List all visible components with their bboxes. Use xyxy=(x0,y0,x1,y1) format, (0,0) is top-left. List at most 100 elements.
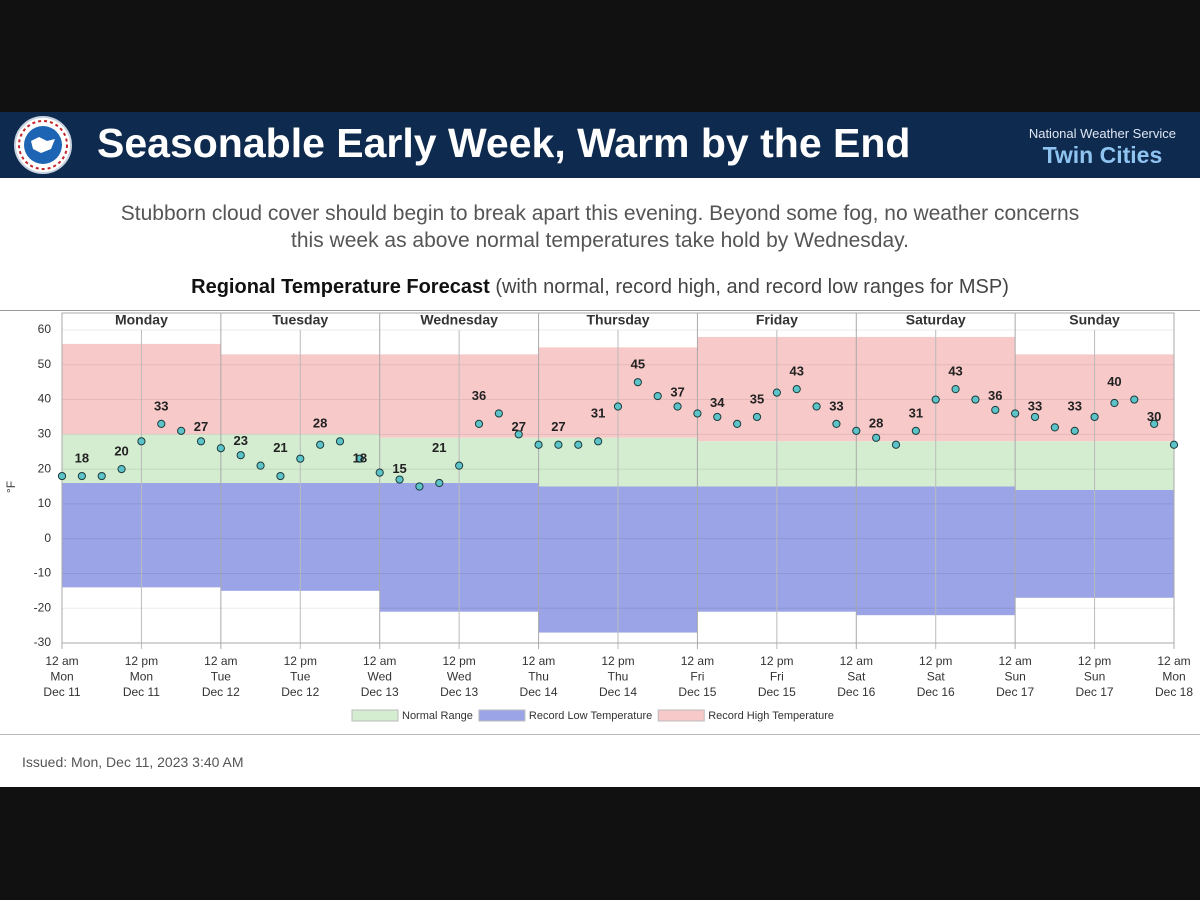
value-label: 21 xyxy=(273,440,287,455)
point xyxy=(1011,409,1020,418)
x-tick-label: Dec 16 xyxy=(917,685,955,699)
point xyxy=(1090,412,1099,422)
point xyxy=(891,440,901,449)
point xyxy=(1050,423,1059,432)
point xyxy=(514,430,523,439)
day-label: Saturday xyxy=(906,312,966,328)
x-tick-label: Dec 17 xyxy=(1076,685,1114,699)
point xyxy=(256,461,265,470)
x-tick-label: Tue xyxy=(290,670,311,684)
chart-title: Regional Temperature Forecast xyxy=(191,276,490,298)
value-label: 31 xyxy=(591,405,605,420)
y-tick-label: -10 xyxy=(34,566,52,580)
x-tick-label: Dec 18 xyxy=(1155,685,1193,699)
value-label: 18 xyxy=(353,451,367,466)
x-tick-label: Fri xyxy=(690,670,704,684)
value-label: 45 xyxy=(631,357,645,372)
day-label: Thursday xyxy=(586,312,649,328)
point xyxy=(97,471,106,481)
x-tick-label: Wed xyxy=(447,670,471,684)
value-label: 33 xyxy=(829,398,843,413)
point xyxy=(494,409,503,418)
x-tick-label: Dec 14 xyxy=(599,685,637,699)
point xyxy=(1110,398,1119,408)
point xyxy=(653,391,662,401)
value-label: 33 xyxy=(154,398,168,413)
x-tick-label: 12 am xyxy=(681,654,714,668)
x-tick-label: 12 pm xyxy=(284,654,317,668)
x-tick-label: Dec 11 xyxy=(43,685,80,699)
point xyxy=(991,405,1000,415)
value-label: 43 xyxy=(789,364,803,379)
point xyxy=(613,402,623,411)
value-label: 28 xyxy=(313,416,327,431)
value-label: 37 xyxy=(670,384,684,399)
point xyxy=(1169,440,1179,449)
x-tick-label: 12 am xyxy=(204,654,237,668)
x-tick-label: 12 am xyxy=(45,654,78,668)
org-name: National Weather Service xyxy=(1028,126,1176,141)
x-tick-label: Sat xyxy=(927,670,946,684)
point xyxy=(911,426,920,435)
point xyxy=(772,388,781,397)
x-tick-label: Tue xyxy=(211,670,232,684)
x-tick-label: Dec 13 xyxy=(440,685,478,699)
value-label: 18 xyxy=(75,451,89,466)
x-tick-label: 12 pm xyxy=(601,654,634,668)
point xyxy=(435,478,444,488)
x-tick-label: Dec 15 xyxy=(678,685,716,699)
point xyxy=(633,378,642,387)
legend-swatch xyxy=(478,709,526,722)
x-tick-label: Wed xyxy=(367,670,391,684)
value-label: 33 xyxy=(1028,398,1042,413)
x-tick-label: 12 pm xyxy=(1078,654,1111,668)
value-label: 31 xyxy=(909,405,923,420)
point xyxy=(574,440,583,449)
org: National Weather Service Twin Cities xyxy=(1029,126,1176,169)
x-tick-label: Sun xyxy=(1004,670,1025,684)
point xyxy=(951,385,960,394)
panel: Stubborn cloud cover should begin to bre… xyxy=(0,178,1200,787)
point xyxy=(375,468,384,477)
day-label: Friday xyxy=(756,312,798,328)
point xyxy=(733,419,742,429)
point xyxy=(1130,395,1139,404)
x-tick-label: Dec 11 xyxy=(123,685,160,699)
y-tick-label: 10 xyxy=(38,496,52,510)
day-label: Wednesday xyxy=(420,312,498,328)
point xyxy=(57,471,67,481)
x-tick-label: 12 pm xyxy=(919,654,952,668)
point xyxy=(335,437,345,446)
x-tick-label: Dec 12 xyxy=(202,685,240,699)
point xyxy=(395,475,404,484)
point xyxy=(1070,426,1079,435)
legend-swatch xyxy=(351,709,399,722)
point xyxy=(276,471,285,481)
x-tick-label: Dec 15 xyxy=(758,685,796,699)
x-tick-label: Dec 13 xyxy=(361,685,399,699)
legend-item: Record High Temperature xyxy=(657,709,834,722)
header: Seasonable Early Week, Warm by the End N… xyxy=(0,112,1200,178)
point xyxy=(355,454,364,463)
point xyxy=(1150,419,1159,429)
point xyxy=(137,437,146,446)
value-label: 27 xyxy=(194,419,208,434)
point xyxy=(196,437,206,446)
value-label: 27 xyxy=(511,419,525,434)
y-tick-label: 40 xyxy=(38,392,52,406)
x-tick-label: Dec 14 xyxy=(520,685,558,699)
legend-swatch xyxy=(657,709,705,722)
point xyxy=(852,426,861,435)
value-label: 40 xyxy=(1107,374,1121,389)
value-label: 15 xyxy=(392,461,406,476)
chart-subtitle: (with normal, record high, and record lo… xyxy=(495,276,1009,298)
legend-item: Normal Range xyxy=(351,709,473,722)
divider xyxy=(0,734,1200,735)
value-label: 36 xyxy=(988,388,1002,403)
point xyxy=(713,412,722,422)
point xyxy=(931,395,940,404)
office: Twin Cities xyxy=(1042,142,1163,168)
issued: Issued: Mon, Dec 11, 2023 3:40 AM xyxy=(22,754,244,770)
day-label: Monday xyxy=(115,312,168,328)
